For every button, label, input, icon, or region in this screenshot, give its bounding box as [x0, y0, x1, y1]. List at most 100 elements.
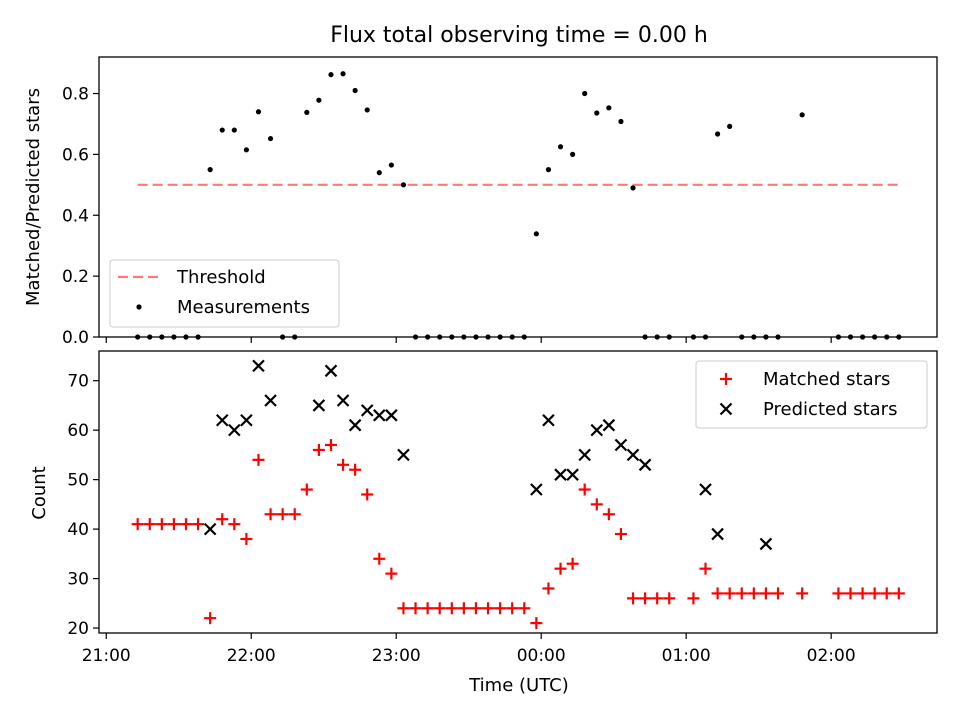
top-y-tick-label: 0.6	[62, 145, 89, 165]
matched-star-point	[264, 508, 277, 521]
predicted-star-point	[348, 418, 362, 432]
matched-star-point	[349, 463, 362, 476]
matched-star-point	[457, 602, 470, 615]
matched-star-point	[312, 443, 325, 456]
bottom-x-ticks: 21:00 22:00 23:00 00:00 01:00 02:00	[82, 633, 856, 666]
predicted-star-point	[264, 394, 277, 407]
bottom-y-tick-label: 30	[67, 570, 89, 590]
bottom-legend: Matched stars Predicted stars	[695, 360, 928, 429]
predicted-star-point	[566, 468, 579, 481]
measurement-point	[533, 231, 539, 237]
predicted-star-point	[711, 527, 724, 541]
predicted-star-point	[578, 448, 591, 462]
matched-star-point	[542, 582, 555, 595]
matched-star-point	[530, 617, 543, 630]
measurement-point	[557, 144, 564, 150]
matched-star-point	[832, 587, 845, 600]
measurement-point	[376, 170, 382, 176]
predicted-star-point	[312, 399, 326, 412]
matched-star-point	[397, 602, 410, 615]
matched-star-point	[445, 602, 458, 615]
matched-star-point	[385, 567, 398, 580]
top-legend: Threshold Measurements	[109, 259, 340, 328]
bottom-x-tick-label: 21:00	[82, 646, 131, 666]
predicted-star-point	[614, 438, 628, 452]
top-y-tick-label: 0.8	[62, 85, 89, 105]
matched-star-point	[772, 587, 785, 600]
measurement-point	[267, 135, 274, 142]
matched-star-point	[167, 518, 180, 531]
matched-star-point	[482, 602, 495, 615]
measurement-point	[243, 147, 249, 153]
legend-predicted-label: Predicted stars	[763, 399, 897, 420]
legend-predicted-swatch	[719, 402, 733, 416]
top-y-axis-label: Matched/Predicted stars	[23, 88, 44, 306]
matched-star-point	[324, 439, 337, 451]
matched-star-point	[204, 612, 217, 625]
matched-star-point	[288, 508, 301, 521]
bottom-x-tick-label: 00:00	[517, 646, 566, 666]
measurement-point	[219, 127, 225, 133]
predicted-star-point	[542, 413, 555, 427]
measurement-point	[618, 118, 624, 125]
predicted-star-point	[373, 409, 386, 422]
bottom-x-tick-label: 23:00	[372, 646, 421, 666]
predicted-star-point	[252, 359, 265, 373]
matched-star-point	[687, 592, 700, 605]
matched-star-point	[747, 587, 760, 600]
matched-star-point	[602, 508, 615, 521]
legend-measurements-swatch	[136, 304, 142, 310]
matched-star-point	[639, 592, 652, 605]
predicted-star-point	[530, 483, 543, 496]
matched-star-point	[627, 592, 640, 605]
predicted-star-point	[360, 404, 374, 417]
matched-star-point	[228, 518, 241, 531]
top-y-ticks: 0.0 0.2 0.4 0.6 0.8	[62, 85, 99, 348]
matched-star-point	[566, 557, 579, 570]
matched-star-point	[735, 587, 748, 600]
top-legend-box	[109, 259, 340, 328]
measurement-point	[606, 105, 612, 111]
matched-star-point	[844, 587, 857, 600]
measurement-point	[255, 109, 262, 115]
measurement-point	[727, 123, 733, 129]
legend-matched-swatch	[720, 373, 732, 385]
predicted-star-point	[602, 418, 616, 432]
matched-star-point	[155, 518, 168, 531]
matched-star-point	[337, 458, 350, 471]
measurement-point	[352, 87, 358, 94]
matched-star-point	[469, 602, 482, 615]
matched-star-point	[663, 592, 676, 605]
measurement-point	[582, 90, 588, 97]
bottom-y-tick-label: 40	[67, 520, 89, 540]
predicted-star-point	[626, 448, 640, 462]
predicted-star-point	[554, 468, 567, 481]
matched-star-point	[759, 587, 772, 600]
predicted-star-point	[759, 537, 773, 551]
matched-star-point	[651, 592, 664, 605]
matched-star-point	[216, 513, 229, 526]
top-panel: Flux total observing time = 0.00 h Match…	[23, 23, 938, 348]
matched-star-point	[143, 518, 156, 531]
top-y-tick-label: 0.0	[62, 328, 89, 348]
top-y-tick-label: 0.2	[62, 267, 89, 287]
matched-star-point	[614, 528, 627, 541]
matched-star-point	[856, 587, 869, 600]
matched-star-point	[590, 498, 603, 511]
matched-star-point	[276, 508, 289, 521]
matched-star-point	[131, 518, 144, 531]
matched-stars-points	[131, 439, 905, 630]
matched-star-point	[868, 587, 881, 600]
legend-measurements-label: Measurements	[177, 297, 310, 318]
matched-star-point	[300, 483, 313, 496]
matched-star-point	[373, 552, 386, 565]
bottom-x-tick-label: 02:00	[807, 646, 856, 666]
legend-threshold-label: Threshold	[176, 267, 266, 288]
predicted-star-point	[240, 413, 253, 427]
bottom-y-tick-label: 50	[67, 471, 89, 491]
legend-matched-label: Matched stars	[763, 369, 890, 390]
predicted-star-point	[228, 423, 241, 437]
matched-star-point	[554, 562, 567, 575]
measurement-point	[328, 72, 334, 78]
